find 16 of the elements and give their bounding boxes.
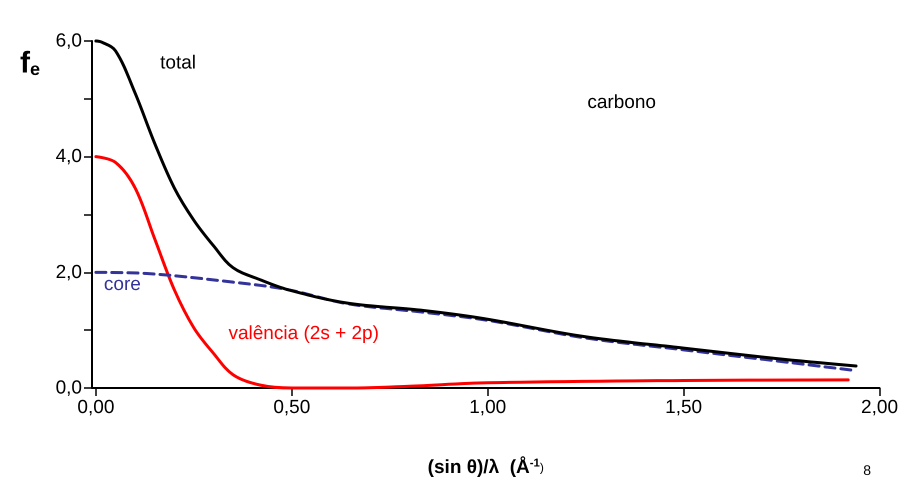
x-tick-label: 1,50 <box>665 397 702 418</box>
annotation: carbono <box>587 92 656 113</box>
x-tick-label: 2,00 <box>861 397 898 418</box>
series-label: core <box>104 274 141 295</box>
y-tick-label: 6,0 <box>56 30 82 52</box>
series-label: valência (2s + 2p) <box>228 322 379 344</box>
line-series <box>94 155 850 390</box>
y-tick-label: 0,0 <box>56 378 82 398</box>
y-axis-title: fe <box>20 46 40 80</box>
series-label: total <box>160 52 196 74</box>
y-tick-label: 4,0 <box>56 146 82 168</box>
x-tick-label: 1,00 <box>469 397 506 418</box>
y-tick-label: 2,0 <box>56 262 82 283</box>
x-tick-label: 0,50 <box>273 397 310 418</box>
x-tick-label: 0,00 <box>77 397 114 418</box>
text: 8 <box>863 462 872 478</box>
